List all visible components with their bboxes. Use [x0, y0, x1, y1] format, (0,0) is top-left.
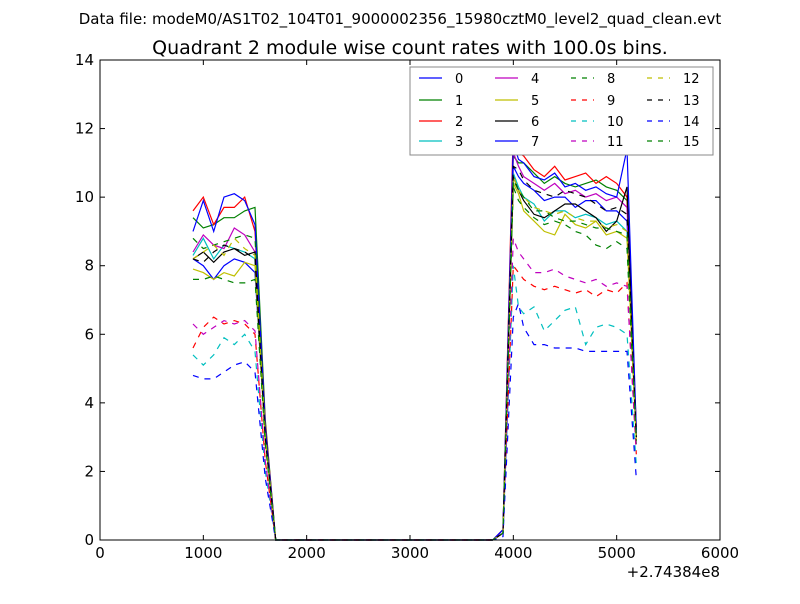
y-tick-label: 0 — [84, 531, 94, 549]
y-tick-label: 14 — [75, 51, 94, 69]
series-line-0 — [192, 166, 637, 541]
series-line-8 — [192, 186, 637, 541]
series-line-15 — [193, 179, 637, 541]
legend-label-12: 12 — [683, 72, 700, 87]
x-tick-label: 2000 — [288, 544, 326, 562]
legend-label-14: 14 — [683, 115, 700, 130]
series-line-14 — [192, 301, 637, 541]
y-tick-label: 12 — [75, 120, 94, 138]
legend-label-6: 6 — [531, 115, 539, 130]
x-offset-label: +2.74384e8 — [627, 563, 720, 581]
series-line-9 — [192, 263, 637, 541]
series-line-5 — [192, 183, 637, 541]
legend-label-13: 13 — [683, 94, 700, 109]
y-tick-label: 10 — [75, 188, 94, 206]
x-tick-label: 6000 — [701, 544, 739, 562]
y-tick-label: 6 — [84, 325, 94, 343]
x-tick-label: 4000 — [494, 544, 532, 562]
y-tick-label: 2 — [84, 462, 94, 480]
y-tick-label: 4 — [84, 394, 94, 412]
legend-label-7: 7 — [531, 135, 539, 150]
legend-label-9: 9 — [607, 94, 615, 109]
x-tick-label: 3000 — [391, 544, 429, 562]
series-line-11 — [192, 238, 637, 541]
x-tick-label: 0 — [95, 544, 105, 562]
legend-label-11: 11 — [607, 135, 624, 150]
legend-box — [409, 66, 714, 156]
legend-label-15: 15 — [683, 135, 700, 150]
legend-label-5: 5 — [531, 94, 539, 109]
data-file-supertitle: Data file: modeM0/AS1T02_104T01_90000023… — [79, 10, 722, 29]
legend-label-10: 10 — [607, 115, 624, 130]
x-tick-label: 5000 — [598, 544, 636, 562]
x-tick-label: 1000 — [184, 544, 222, 562]
y-tick-label: 8 — [84, 257, 94, 275]
legend-label-0: 0 — [455, 72, 463, 87]
series-line-10 — [192, 265, 637, 541]
legend-label-8: 8 — [607, 72, 615, 87]
legend-label-3: 3 — [455, 135, 463, 150]
legend-label-2: 2 — [455, 115, 463, 130]
series-line-13 — [192, 165, 637, 541]
chart-title: Quadrant 2 module wise count rates with … — [152, 37, 668, 59]
legend-label-1: 1 — [455, 94, 463, 109]
legend-label-4: 4 — [531, 72, 539, 87]
series-line-12 — [192, 176, 637, 541]
series-line-4 — [192, 152, 637, 541]
